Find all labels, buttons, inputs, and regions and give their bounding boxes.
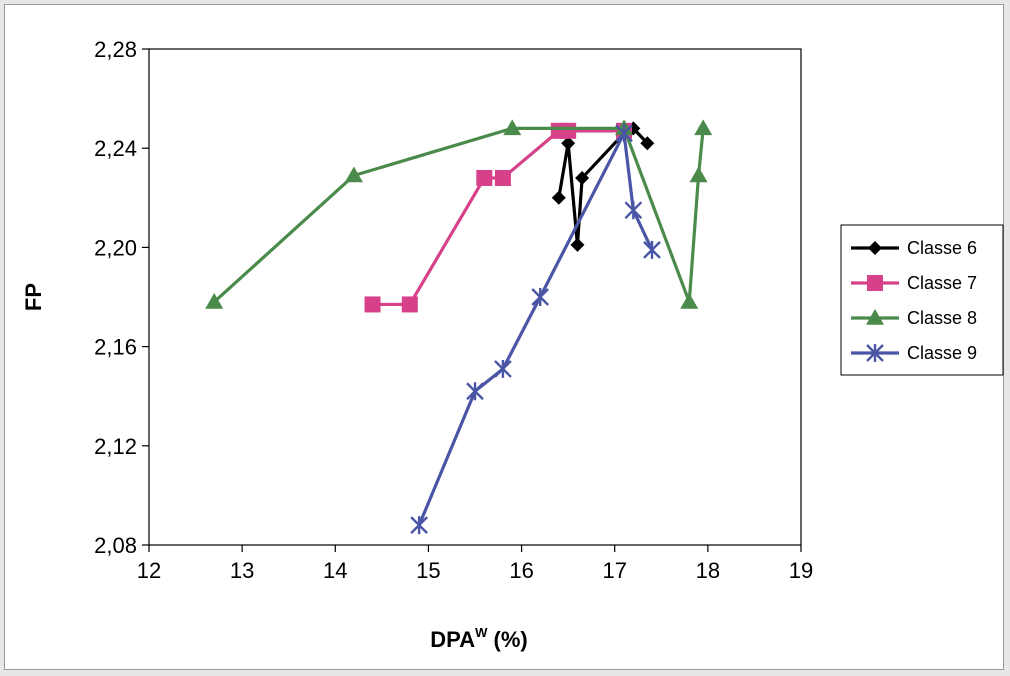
data-point-classe-9	[624, 201, 643, 220]
data-point-classe-7	[476, 169, 493, 186]
x-axis-title-suffix: (%)	[487, 627, 527, 652]
legend: Classe 6 Classe 7 Classe 8 Classe 9	[840, 224, 1004, 376]
y-tick-label: 2,28	[94, 37, 137, 62]
y-tick-label: 2,24	[94, 136, 137, 161]
x-axis-title-main: DPA	[430, 627, 475, 652]
data-point-classe-8	[205, 292, 224, 309]
y-tick-label: 2,08	[94, 533, 137, 558]
series-classe-9	[410, 124, 661, 535]
legend-marker-classe-7	[867, 275, 883, 291]
x-tick-label: 17	[602, 558, 626, 583]
data-point-classe-9	[531, 288, 550, 306]
data-point-classe-7	[494, 169, 511, 186]
legend-item-classe-6: Classe 6	[851, 238, 977, 258]
data-point-classe-6	[575, 170, 590, 185]
legend-marker-classe-9	[866, 344, 884, 362]
x-tick-label: 16	[509, 558, 533, 583]
data-point-classe-6	[570, 237, 585, 252]
data-point-classe-9	[466, 382, 484, 401]
x-tick-label: 12	[137, 558, 161, 583]
data-point-classe-8	[680, 292, 699, 309]
data-point-classe-6	[551, 190, 566, 205]
data-point-classe-7	[364, 296, 381, 313]
x-axis-title-superscript: W	[475, 625, 488, 640]
data-point-classe-6	[640, 136, 655, 151]
x-tick-label: 19	[789, 558, 813, 583]
data-point-classe-8	[689, 166, 708, 183]
x-tick-label: 18	[696, 558, 720, 583]
data-point-classe-6	[561, 136, 576, 151]
plot-area	[148, 48, 802, 546]
line-chart: 12 13 14 15 16 17 18 19 2,08 2,12 2,16 2,20 2,24 2,28…	[21, 37, 1004, 652]
legend-label-classe-6: Classe 6	[907, 238, 977, 258]
series-group	[205, 119, 713, 535]
data-point-classe-7	[401, 296, 418, 313]
data-point-classe-9	[494, 359, 512, 378]
legend-label-classe-8: Classe 8	[907, 308, 977, 328]
legend-label-classe-9: Classe 9	[907, 343, 977, 363]
data-point-classe-9	[410, 516, 428, 535]
x-axis-title: DPAW (%)	[430, 625, 527, 652]
data-point-classe-8	[344, 166, 363, 183]
y-axis-title: FP	[21, 283, 46, 311]
x-tick-label: 14	[323, 558, 347, 583]
legend-marker-classe-6	[868, 241, 882, 255]
axis-ticks: 12 13 14 15 16 17 18 19 2,08 2,12 2,16 2,20 2,24 2,28	[94, 37, 813, 583]
data-point-classe-9	[643, 240, 661, 259]
legend-item-classe-7: Classe 7	[851, 273, 977, 293]
x-tick-label: 15	[416, 558, 440, 583]
y-tick-label: 2,16	[94, 335, 137, 360]
legend-item-classe-8: Classe 8	[851, 308, 977, 328]
legend-label-classe-7: Classe 7	[907, 273, 977, 293]
legend-box	[840, 224, 1004, 376]
data-point-classe-7	[560, 122, 577, 139]
legend-item-classe-9: Classe 9	[851, 343, 977, 363]
y-tick-label: 2,12	[94, 434, 137, 459]
data-point-classe-8	[503, 119, 522, 136]
data-point-classe-9	[615, 124, 633, 143]
x-tick-label: 13	[230, 558, 254, 583]
legend-marker-classe-8	[866, 309, 884, 325]
chart-frame: 12 13 14 15 16 17 18 19 2,08 2,12 2,16 2,20 2,24 2,28…	[4, 4, 1004, 670]
y-tick-label: 2,20	[94, 235, 137, 260]
data-point-classe-8	[694, 119, 713, 136]
